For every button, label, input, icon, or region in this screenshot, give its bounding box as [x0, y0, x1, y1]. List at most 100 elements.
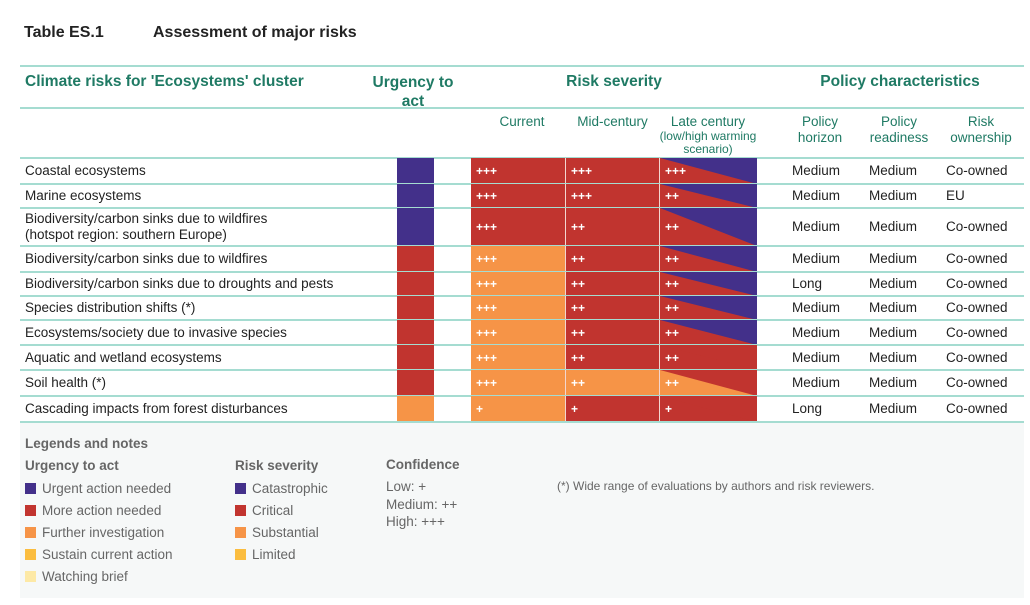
current-severity-cell: +++ [471, 158, 566, 184]
confidence-mark: +++ [476, 252, 498, 266]
late-century-split [660, 158, 757, 184]
urgency-cell [397, 158, 434, 184]
policy-horizon: Long [792, 276, 823, 291]
urgency-cell [397, 296, 434, 320]
color-swatch [235, 549, 246, 560]
table-row: Cascading impacts from forest disturbanc… [20, 396, 1024, 422]
mid-severity-cell: ++ [566, 246, 660, 272]
header-policy-horizon: Policy horizon [797, 114, 843, 145]
late-century-severity-cell: ++ [660, 272, 757, 296]
high-scenario-triangle [660, 370, 757, 396]
table-row: Soil health (*) +++ ++ ++ Medium Medium Co-own… [20, 370, 1024, 396]
current-severity-cell: + [471, 396, 566, 422]
color-swatch [25, 571, 36, 582]
high-scenario-triangle [660, 345, 757, 370]
current-severity-cell: +++ [471, 345, 566, 370]
legend-confidence-item: Medium: ++ [386, 496, 458, 512]
current-severity-cell: +++ [471, 370, 566, 396]
policy-readiness: Medium [869, 251, 918, 266]
confidence-mark: ++ [665, 189, 680, 203]
mid-severity-cell: ++ [566, 345, 660, 370]
legend-urgency-item: Watching brief [25, 569, 128, 584]
risk-label: Ecosystems/society due to invasive speci… [25, 324, 287, 340]
urgency-cell [397, 396, 434, 422]
header-risk-ownership: Risk ownership [950, 114, 1012, 145]
table-row: Biodiversity/carbon sinks due to wildfir… [20, 246, 1024, 272]
color-swatch [25, 549, 36, 560]
header-mid-century: Mid-century [577, 114, 648, 129]
risk-label: Species distribution shifts (*) [25, 300, 196, 315]
legend-label: Critical [252, 503, 294, 518]
mid-severity-cell: ++ [566, 370, 660, 396]
confidence-mark: +++ [476, 325, 498, 340]
legend-title: Legends and notes [25, 436, 149, 451]
policy-horizon: Medium [792, 375, 841, 390]
late-note: (low/high warming scenario) [659, 129, 757, 156]
late-century-split [660, 345, 757, 370]
confidence-mark: + [571, 402, 579, 416]
header-late-century: Late century (low/high warming scenario) [652, 114, 764, 156]
high-scenario-triangle [660, 158, 757, 184]
urgency-cell [397, 370, 434, 396]
policy-horizon: Medium [792, 219, 841, 234]
urgency-cell [397, 184, 434, 208]
legend-label: Watching brief [42, 569, 128, 584]
confidence-mark: +++ [476, 376, 498, 390]
color-swatch [235, 505, 246, 516]
policy-ownership: Co-owned [946, 300, 1008, 315]
color-swatch [25, 505, 36, 516]
high-scenario-triangle [660, 396, 757, 422]
color-swatch [235, 483, 246, 494]
confidence-mark: +++ [476, 164, 498, 178]
policy-ownership: Co-owned [946, 375, 1008, 390]
urgency-cell [397, 272, 434, 296]
urgency-cell [397, 246, 434, 272]
confidence-mark: ++ [571, 301, 586, 315]
mid-severity-cell: + [566, 396, 660, 422]
confidence-mark: ++ [665, 350, 680, 365]
confidence-mark: ++ [571, 252, 586, 266]
table-row: Coastal ecosystems +++ +++ +++ Medium Medium C… [20, 158, 1024, 184]
legend-confidence-item: High: +++ [386, 514, 445, 529]
confidence-mark: ++ [571, 350, 586, 365]
table-row: Species distribution shifts (*) +++ ++ ++ Me… [20, 296, 1024, 320]
confidence-mark: ++ [571, 277, 586, 291]
legend-severity-item: Limited [235, 547, 296, 562]
policy-readiness: Medium [869, 324, 918, 340]
legend-label: Further investigation [42, 525, 165, 540]
policy-readiness: Medium [869, 349, 918, 365]
confidence-mark: ++ [665, 325, 680, 340]
legend-panel: Legends and notes Urgency to act Urgent ac… [20, 423, 1024, 598]
header-severity: Risk severity [566, 73, 662, 90]
confidence-mark: ++ [665, 301, 680, 315]
legend-label: Limited [252, 547, 296, 562]
policy-ownership: EU [946, 188, 965, 203]
mid-severity-cell: ++ [566, 320, 660, 345]
current-severity-cell: +++ [471, 296, 566, 320]
mid-severity-cell: ++ [566, 272, 660, 296]
legend-label: Urgent action needed [42, 481, 172, 496]
table-row: Biodiversity/carbon sinks due to wildfir… [20, 208, 1024, 246]
legend-label: More action needed [42, 503, 162, 518]
policy-horizon: Medium [792, 188, 841, 203]
late-century-split [660, 296, 757, 320]
policy-ownership: Co-owned [946, 349, 1008, 365]
current-severity-cell: +++ [471, 272, 566, 296]
risk-label: Coastal ecosystems [25, 163, 146, 178]
risk-label: Biodiversity/carbon sinks due to drought… [25, 276, 334, 291]
policy-horizon: Medium [792, 324, 841, 340]
late-century-split [660, 320, 757, 345]
confidence-mark: +++ [476, 301, 498, 315]
late-century-split [660, 208, 757, 246]
table-title: Table ES.1 Assessment of major risks [24, 24, 357, 42]
risk-label: Aquatic and wetland ecosystems [25, 349, 222, 365]
legend-urgency-item: Sustain current action [25, 547, 173, 562]
policy-ownership: Co-owned [946, 401, 1008, 416]
confidence-mark: + [476, 402, 484, 416]
late-century-split [660, 272, 757, 296]
current-severity-cell: +++ [471, 320, 566, 345]
confidence-mark: +++ [476, 277, 498, 291]
confidence-mark: +++ [476, 220, 498, 234]
confidence-mark: +++ [571, 189, 593, 203]
policy-horizon: Medium [792, 300, 841, 315]
